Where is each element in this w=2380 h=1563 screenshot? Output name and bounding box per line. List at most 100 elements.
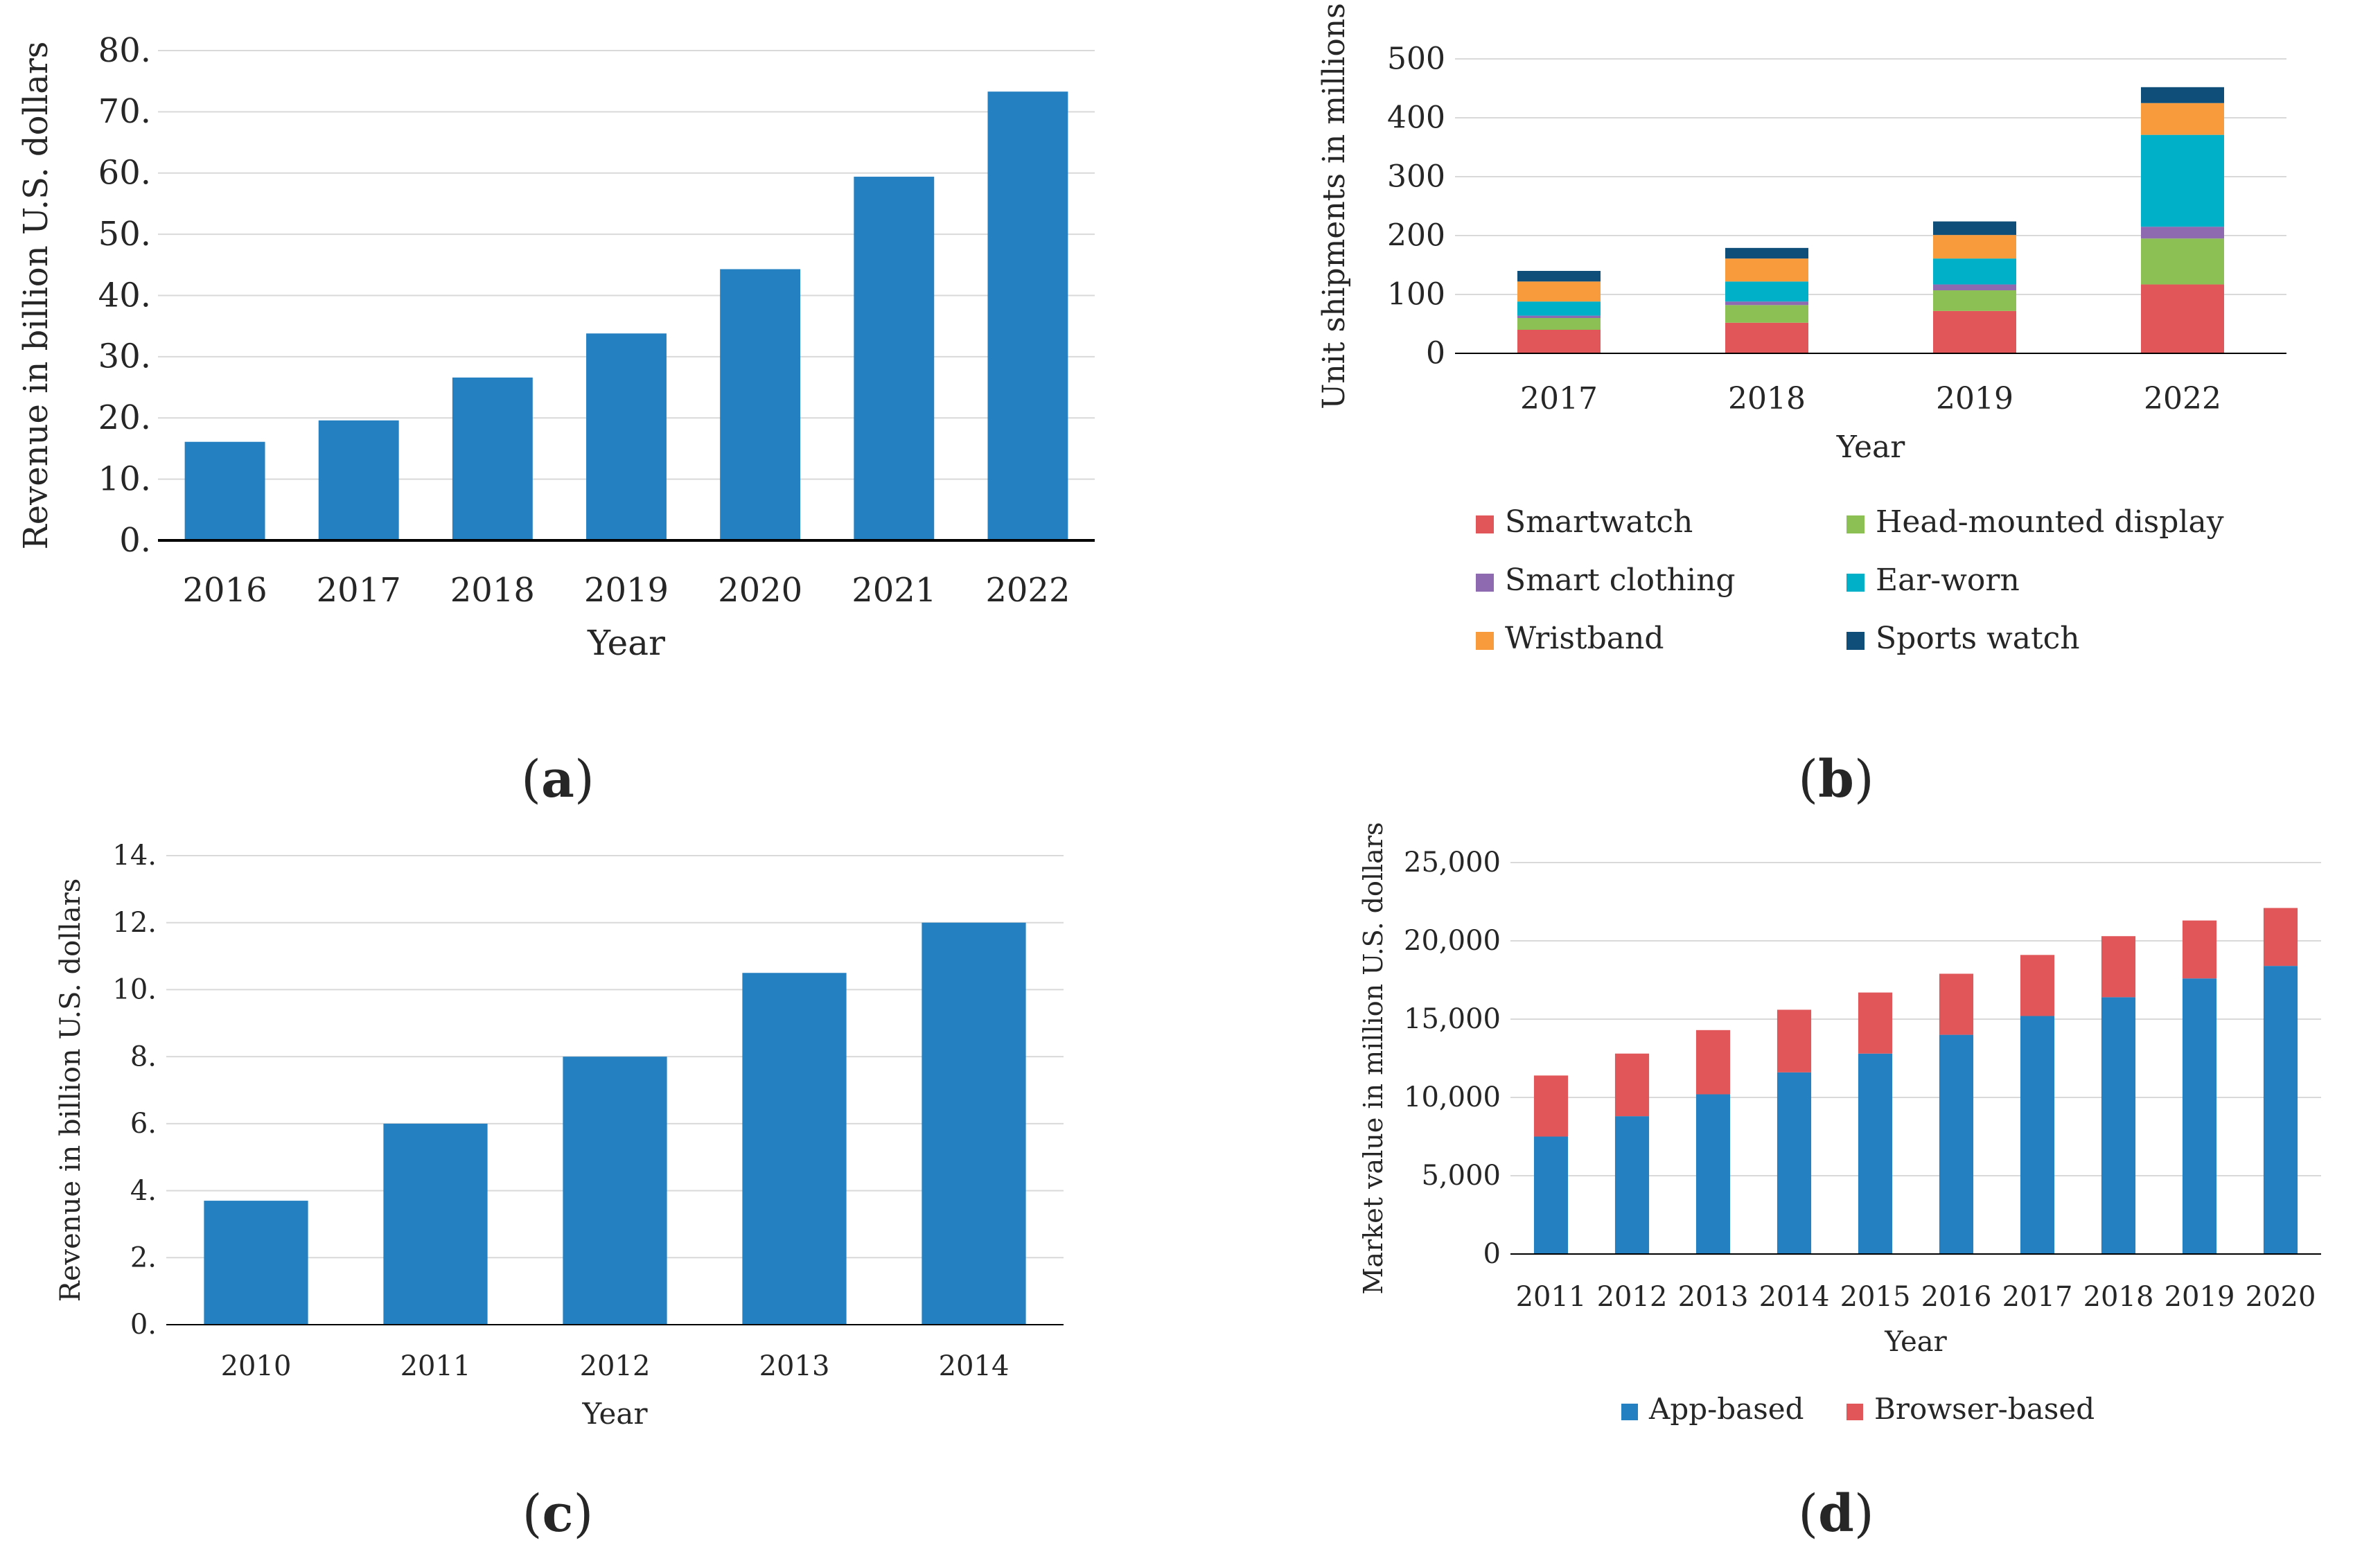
x-tick-label: 2021: [852, 571, 936, 610]
legend-swatch: [1846, 574, 1865, 592]
legend-swatch: [1846, 1404, 1863, 1420]
panel-c: 0. 2. 4. 6. 8. 10. 12. 14. 2010 2011 2012 2013 2014 Y…: [55, 840, 1064, 1431]
legend-label: App-based: [1648, 1392, 1804, 1426]
x-axis-label: Year: [581, 1397, 648, 1431]
y-tick-label: 400: [1387, 100, 1445, 136]
x-tick-label: 2019: [1936, 381, 2013, 416]
x-tick-label: 2022: [985, 571, 1070, 610]
legend-label: Smart clothing: [1505, 563, 1736, 598]
bar: [563, 1057, 667, 1325]
bar-segment: [1933, 221, 2016, 236]
bar-segment: [1858, 1053, 1893, 1254]
bar-segment: [1695, 1094, 1731, 1254]
bar-segment: [1517, 330, 1601, 353]
panel-b: 0 100 200 300 400 500 2017 2018 2019 2022 Year Unit…: [1316, 3, 2286, 656]
bar-segment: [2141, 87, 2224, 103]
bar-segment: [1614, 1053, 1650, 1117]
y-axis-label: Revenue in billion U.S. dollars: [17, 42, 55, 550]
bar-segment: [1777, 1009, 1812, 1072]
x-tick-label: 2019: [2165, 1281, 2235, 1313]
x-tick-label: 2016: [1921, 1281, 1992, 1313]
y-tick-label: 40.: [98, 276, 151, 315]
panel-d: 0 5,000 10,000 15,000 20,000 25,000 2011 2012 20…: [1358, 822, 2321, 1426]
bar-segment: [1695, 1030, 1731, 1095]
legend-label: Ear-worn: [1876, 563, 2020, 598]
x-tick-label: 2013: [1678, 1281, 1749, 1313]
legend-label: Wristband: [1505, 621, 1664, 656]
bar-segment: [1777, 1072, 1812, 1254]
bar-segment: [2141, 284, 2224, 353]
y-tick-label: 2.: [130, 1242, 157, 1273]
bar-segment: [1517, 301, 1601, 316]
bar: [383, 1123, 488, 1325]
legend-label: Head-mounted display: [1876, 504, 2224, 540]
y-tick-label: 300: [1387, 159, 1445, 195]
bar-segment: [2182, 978, 2217, 1254]
bar-segment: [2020, 955, 2055, 1016]
bar-segment: [2141, 238, 2224, 285]
x-tick-label: 2017: [317, 571, 401, 610]
x-tick-label: 2022: [2144, 381, 2221, 416]
y-tick-label: 0.: [130, 1309, 157, 1341]
y-tick-label: 25,000: [1404, 847, 1501, 878]
panel-a: 0. 10. 20. 30. 40. 50. 60. 70. 80. 2016 2017 2018 20…: [17, 31, 1095, 663]
bar: [854, 177, 935, 541]
bar-segment: [2263, 966, 2298, 1254]
y-tick-label: 12.: [112, 907, 157, 939]
bar-segment: [1517, 281, 1601, 302]
bar-segment: [1517, 318, 1601, 330]
x-axis-label: Year: [1884, 1326, 1947, 1358]
bar-segment: [1614, 1116, 1650, 1254]
bar-segment: [1933, 310, 2016, 353]
caption-d: (d): [1798, 1484, 1874, 1544]
y-tick-label: 30.: [98, 337, 151, 376]
bar-segment: [1725, 247, 1808, 259]
y-tick-label: 80.: [98, 31, 151, 70]
y-tick-label: 10.: [112, 974, 157, 1006]
bar-segment: [1533, 1075, 1569, 1137]
bar-segment: [2263, 908, 2298, 966]
y-tick-label: 60.: [98, 154, 151, 193]
bar-segment: [1517, 315, 1601, 318]
y-tick-label: 5,000: [1421, 1160, 1501, 1192]
bar: [586, 333, 667, 540]
legend-label: Smartwatch: [1505, 504, 1693, 540]
y-axis-label: Revenue in billion U.S. dollars: [55, 878, 87, 1302]
y-tick-label: 14.: [112, 840, 157, 872]
bar-segment: [2101, 997, 2136, 1254]
bar: [987, 91, 1068, 540]
y-axis-label: Unit shipments in millions: [1316, 3, 1352, 409]
y-tick-label: 200: [1387, 218, 1445, 254]
bar-segment: [2020, 1016, 2055, 1254]
x-axis-label: Year: [1836, 430, 1905, 465]
caption-c: (c): [522, 1484, 594, 1544]
x-tick-label: 2020: [718, 571, 802, 610]
x-tick-label: 2018: [2083, 1281, 2154, 1313]
x-tick-label: 2010: [221, 1350, 292, 1382]
bar-segment: [1725, 258, 1808, 282]
y-tick-label: 6.: [130, 1108, 157, 1140]
caption-a: (a): [521, 750, 594, 809]
bar-segment: [2182, 920, 2217, 979]
bar-segment: [1533, 1136, 1569, 1254]
legend-swatch: [1476, 515, 1494, 533]
bar-segment: [1517, 271, 1601, 282]
x-tick-label: 2020: [2246, 1281, 2316, 1313]
y-tick-label: 20.: [98, 398, 151, 437]
y-tick-label: 0: [1426, 336, 1445, 371]
bar: [184, 441, 265, 540]
y-tick-label: 15,000: [1404, 1003, 1501, 1035]
x-tick-label: 2015: [1840, 1281, 1911, 1313]
y-tick-label: 8.: [130, 1041, 157, 1072]
bar-segment: [1933, 235, 2016, 259]
bar-segment: [1725, 322, 1808, 353]
bar-segment: [1725, 305, 1808, 323]
x-tick-label: 2019: [584, 571, 669, 610]
y-tick-label: 10.: [98, 459, 151, 498]
legend-label: Browser-based: [1874, 1392, 2095, 1426]
y-tick-label: 100: [1387, 277, 1445, 312]
bar-segment: [1725, 301, 1808, 306]
y-tick-label: 500: [1387, 42, 1445, 77]
y-tick-label: 0.: [119, 521, 151, 560]
